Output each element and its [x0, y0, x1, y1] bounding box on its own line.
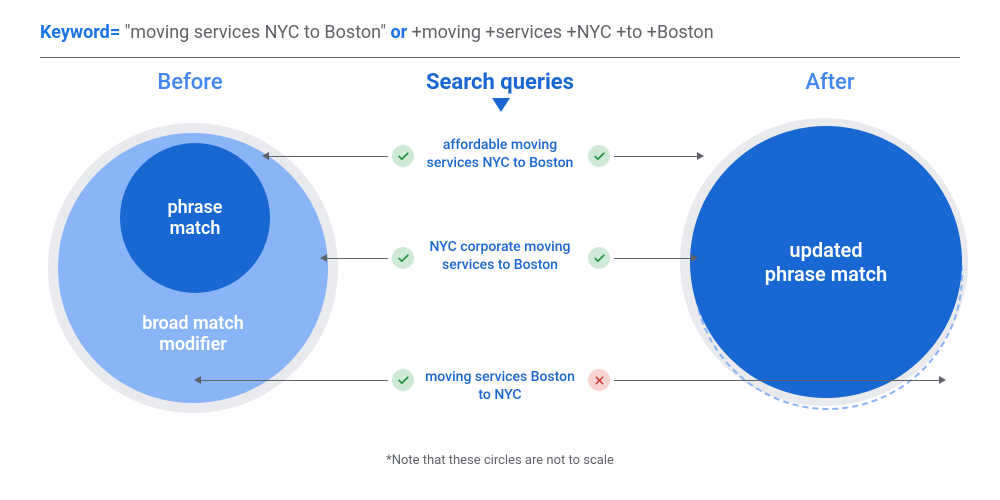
check-icon-left-1: [392, 247, 414, 269]
arrow-head-left-1: [320, 254, 327, 262]
arrow-left-0: [268, 156, 388, 157]
check-icon-right-0: [588, 145, 610, 167]
col-title-after: After: [700, 70, 960, 95]
phrase-old-circle: phrase match: [120, 143, 270, 293]
footnote: *Note that these circles are not to scal…: [0, 453, 1000, 468]
updated-label: updated phrase match: [761, 238, 891, 286]
check-icon-left-0: [392, 145, 414, 167]
arrow-head-right-2: [939, 376, 946, 384]
keyword-label: Keyword=: [40, 22, 120, 43]
keyword-text-b: +moving +services +NYC +to +Boston: [407, 22, 713, 43]
arrow-head-right-0: [697, 152, 704, 160]
col-title-center: Search queries: [395, 70, 605, 95]
check-icon-right-1: [588, 247, 610, 269]
check-icon-left-2: [392, 369, 414, 391]
phrase-old-label: phrase match: [145, 197, 245, 239]
diagram-stage: Before Search queries After broad match …: [0, 58, 1000, 478]
keyword-text-a: "moving services NYC to Boston": [120, 22, 390, 43]
query-text-0: affordable moving services NYC to Boston: [420, 136, 580, 172]
arrow-left-2: [200, 380, 388, 381]
header: Keyword= "moving services NYC to Boston"…: [0, 0, 1000, 57]
arrow-head-left-0: [262, 152, 269, 160]
query-text-1: NYC corporate moving services to Boston: [420, 238, 580, 274]
keyword-or: or: [390, 22, 407, 43]
arrow-head-left-2: [194, 376, 201, 384]
arrow-head-right-1: [691, 254, 698, 262]
updated-circle: updated phrase match: [690, 126, 962, 398]
bmm-label: broad match modifier: [128, 313, 258, 355]
query-text-2: moving services Boston to NYC: [420, 368, 580, 404]
col-title-before: Before: [60, 70, 320, 95]
x-icon-right-2: [588, 369, 610, 391]
arrow-right-2: [614, 380, 940, 381]
arrow-left-1: [326, 258, 388, 259]
triangle-icon: [492, 98, 510, 112]
arrow-right-1: [614, 258, 692, 259]
arrow-right-0: [614, 156, 698, 157]
